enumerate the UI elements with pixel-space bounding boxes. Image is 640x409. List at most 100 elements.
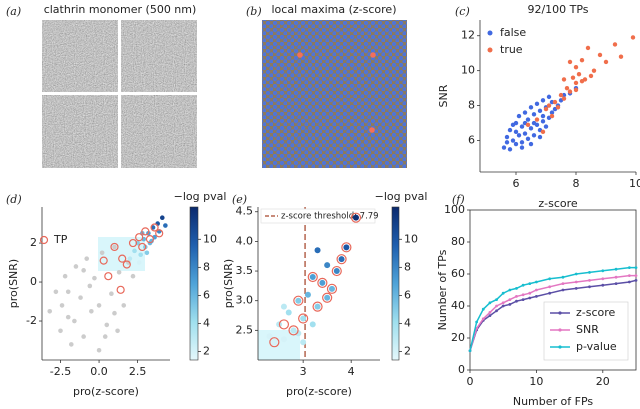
point [618, 54, 624, 59]
tp-marker [155, 229, 164, 238]
y-tick-label: 6 [468, 134, 475, 147]
point [504, 140, 510, 145]
y-tick-label: 0 [458, 363, 465, 376]
point [591, 68, 597, 73]
point [513, 129, 519, 135]
line-marker [627, 280, 631, 284]
point [102, 334, 108, 339]
legend-marker [558, 311, 562, 315]
x-axis-label: z-score [538, 197, 578, 210]
point [549, 110, 555, 115]
line-marker [634, 279, 638, 282]
x-axis-label: pro(z-score) [286, 385, 352, 398]
x-tick-label: -2.5 [50, 365, 71, 378]
point [525, 122, 531, 128]
panel-label: (c) [455, 5, 470, 18]
y-tick-label: -2 [26, 314, 37, 327]
colorbar [391, 206, 400, 361]
point [338, 256, 345, 263]
line-marker [627, 274, 631, 277]
legend-label: SNR [576, 323, 599, 336]
point [504, 134, 510, 140]
legend-marker [39, 235, 49, 245]
point [69, 342, 74, 347]
colorbar-label: −log pval [174, 190, 227, 203]
line-marker [614, 282, 618, 285]
image-title: clathrin monomer (500 nm) [44, 3, 197, 16]
x-tick-label: 20 [596, 375, 610, 388]
point [612, 42, 618, 47]
colorbar-tick-label: 10 [404, 232, 418, 245]
point [630, 35, 636, 40]
colorbar-tick-label: 2 [203, 345, 210, 358]
point [295, 297, 302, 304]
point [78, 295, 83, 300]
point [597, 52, 603, 58]
point [525, 117, 531, 122]
point [546, 103, 552, 108]
point [112, 310, 117, 316]
x-tick-label: 0 [467, 375, 474, 388]
point [59, 303, 65, 308]
point [549, 113, 555, 119]
point [570, 75, 576, 80]
point [528, 105, 534, 110]
point [513, 120, 519, 126]
legend-marker [487, 47, 493, 53]
point [89, 308, 94, 314]
line-marker [528, 282, 532, 285]
line-marker [574, 280, 578, 284]
point [561, 77, 567, 82]
line-marker [528, 296, 532, 300]
point [537, 108, 543, 114]
point [522, 110, 528, 115]
point [555, 105, 561, 110]
tp-marker [322, 292, 333, 303]
point [87, 283, 93, 289]
point [531, 112, 537, 117]
point [309, 321, 316, 328]
point [309, 273, 316, 280]
colorbar-tick-label: 6 [203, 288, 210, 301]
tp-marker [269, 337, 280, 348]
line-marker [588, 271, 591, 274]
y-tick-label: 2.5 [236, 323, 254, 336]
point [138, 252, 143, 258]
point [546, 94, 552, 100]
chart-title: 92/100 TPs [527, 3, 588, 16]
point [543, 106, 549, 112]
tile-gap [42, 92, 197, 95]
maxima-highlight [297, 52, 303, 58]
y-axis-label: pro(SNR) [7, 259, 20, 308]
line-marker [488, 314, 492, 317]
point [507, 147, 513, 152]
point [579, 78, 585, 84]
point [300, 339, 307, 346]
y-tick-label: 40 [451, 299, 465, 312]
x-tick-label: 8 [573, 177, 580, 190]
line-marker [528, 291, 532, 295]
point [531, 120, 537, 126]
point [266, 333, 273, 340]
point [540, 119, 546, 124]
x-tick-label: 10 [529, 375, 543, 388]
point [324, 294, 331, 301]
panel-label: (b) [246, 5, 262, 18]
point [540, 113, 546, 119]
tp-marker [141, 227, 150, 236]
point [543, 124, 549, 129]
line-marker [601, 277, 605, 281]
legend-label: p-value [576, 340, 617, 353]
point [585, 45, 591, 51]
point [92, 275, 97, 281]
point [280, 303, 287, 310]
tp-marker [298, 313, 309, 324]
x-tick-label: 3 [300, 365, 307, 378]
point [130, 273, 136, 279]
point [280, 336, 287, 343]
y-tick-label: 3.0 [236, 294, 254, 307]
tp-marker [135, 233, 144, 242]
line-marker [481, 317, 485, 321]
point [99, 250, 105, 256]
